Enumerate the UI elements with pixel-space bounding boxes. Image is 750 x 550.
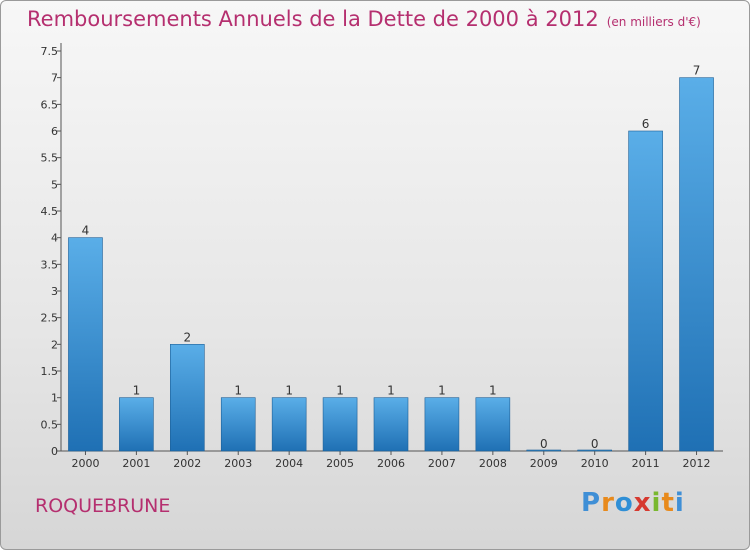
x-tick-label: 2008 xyxy=(479,457,507,470)
data-label: 0 xyxy=(591,437,599,451)
bar-2012 xyxy=(679,77,714,452)
data-labels: 4 1 2 1 1 1 1 1 1 0 0 6 7 xyxy=(82,64,701,451)
y-tick-label: 6.5 xyxy=(41,98,59,111)
y-tick-label: 5 xyxy=(51,178,58,191)
x-tick-label: 2012 xyxy=(683,457,711,470)
chart-title: Remboursements Annuels de la Dette de 20… xyxy=(27,7,701,31)
logo-letter: t xyxy=(661,488,675,518)
x-tick-label: 2009 xyxy=(530,457,558,470)
y-tick-label: 7.5 xyxy=(41,45,59,58)
x-tick-label: 2005 xyxy=(326,457,354,470)
title-unit: (en milliers d'€) xyxy=(606,15,701,29)
logo-letter: i xyxy=(651,488,662,518)
x-tick-label: 2011 xyxy=(632,457,660,470)
data-label: 0 xyxy=(540,437,548,451)
bar-2003 xyxy=(220,397,256,452)
y-tick-label: 3 xyxy=(51,285,58,298)
y-tick-label: 0 xyxy=(51,445,58,458)
bar-2005 xyxy=(322,397,358,452)
x-tick-label: 2004 xyxy=(275,457,303,470)
data-label: 2 xyxy=(183,330,191,344)
y-tick-label: 6 xyxy=(51,125,58,138)
data-label: 1 xyxy=(285,384,293,398)
city-name: ROQUEBRUNE xyxy=(35,495,171,517)
bar-2004 xyxy=(271,397,307,452)
bar-2001 xyxy=(119,397,154,452)
y-tick-label: 2.5 xyxy=(41,312,59,325)
y-tick-label: 4.5 xyxy=(41,205,59,218)
data-label: 7 xyxy=(693,64,701,78)
bar-2006 xyxy=(373,397,409,452)
x-tick-label: 2007 xyxy=(428,457,456,470)
x-tick-label: 2006 xyxy=(377,457,405,470)
data-label: 1 xyxy=(234,384,242,398)
logo-letter: x xyxy=(633,488,652,518)
logo-letter: i xyxy=(674,488,685,518)
data-label: 1 xyxy=(336,384,344,398)
proxiti-logo[interactable]: Proxiti xyxy=(581,488,685,518)
bar-2007 xyxy=(424,397,460,452)
x-tick-label: 2000 xyxy=(71,457,99,470)
data-label: 1 xyxy=(489,384,497,398)
bar-2000 xyxy=(68,237,103,452)
logo-letter: r xyxy=(601,488,615,518)
x-tick-label: 2003 xyxy=(224,457,252,470)
title-text: Remboursements Annuels de la Dette de 20… xyxy=(27,7,599,31)
bar-2011 xyxy=(628,130,663,452)
y-tick-label: 1.5 xyxy=(41,365,59,378)
y-tick-label: 0.5 xyxy=(41,418,59,431)
data-label: 1 xyxy=(438,384,446,398)
data-label: 1 xyxy=(133,384,141,398)
y-tick-label: 1 xyxy=(51,392,58,405)
logo-letter: P xyxy=(581,488,602,518)
y-tick-label: 7 xyxy=(51,72,58,85)
logo-letter: o xyxy=(614,488,634,518)
y-tick-label: 3.5 xyxy=(41,258,59,271)
bars xyxy=(68,77,714,452)
x-tick-label: 2001 xyxy=(122,457,150,470)
data-label: 1 xyxy=(387,384,395,398)
y-tick-label: 5.5 xyxy=(41,152,59,165)
x-tick-label: 2010 xyxy=(581,457,609,470)
data-label: 6 xyxy=(642,117,650,131)
bar-2009 xyxy=(526,449,562,452)
bar-2008 xyxy=(475,397,511,452)
data-label: 4 xyxy=(82,224,90,238)
y-tick-label: 4 xyxy=(51,232,58,245)
bar-2010 xyxy=(577,449,612,452)
x-axis: 2000 2001 2002 2003 2004 2005 2006 2007 2008 2009… xyxy=(61,450,723,470)
y-axis: 0 0.5 1 1.5 2 2.5 3 3.5 4 4.5 5 5.5 6 6.5 7 7.5 xyxy=(41,43,62,458)
bar-2002 xyxy=(170,344,205,452)
y-tick-label: 2 xyxy=(51,338,58,351)
x-tick-label: 2002 xyxy=(173,457,201,470)
